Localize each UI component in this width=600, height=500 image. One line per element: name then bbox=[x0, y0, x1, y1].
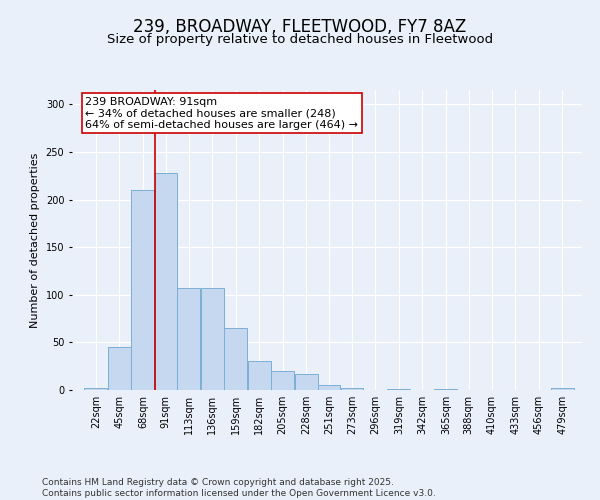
Bar bbox=[248, 362, 271, 390]
Bar bbox=[155, 173, 177, 390]
Bar bbox=[85, 388, 107, 390]
Text: 239, BROADWAY, FLEETWOOD, FY7 8AZ: 239, BROADWAY, FLEETWOOD, FY7 8AZ bbox=[133, 18, 467, 36]
Bar bbox=[341, 388, 364, 390]
Bar bbox=[388, 389, 410, 390]
Bar bbox=[318, 385, 340, 390]
Text: Size of property relative to detached houses in Fleetwood: Size of property relative to detached ho… bbox=[107, 32, 493, 46]
Bar bbox=[434, 389, 457, 390]
Bar bbox=[551, 388, 574, 390]
Bar bbox=[178, 288, 200, 390]
Bar bbox=[295, 374, 317, 390]
Text: Contains HM Land Registry data © Crown copyright and database right 2025.
Contai: Contains HM Land Registry data © Crown c… bbox=[42, 478, 436, 498]
Text: 239 BROADWAY: 91sqm
← 34% of detached houses are smaller (248)
64% of semi-detac: 239 BROADWAY: 91sqm ← 34% of detached ho… bbox=[85, 96, 358, 130]
Bar bbox=[131, 190, 154, 390]
Bar bbox=[108, 347, 131, 390]
Y-axis label: Number of detached properties: Number of detached properties bbox=[30, 152, 40, 328]
Bar bbox=[224, 328, 247, 390]
Bar bbox=[271, 371, 294, 390]
Bar bbox=[201, 288, 224, 390]
